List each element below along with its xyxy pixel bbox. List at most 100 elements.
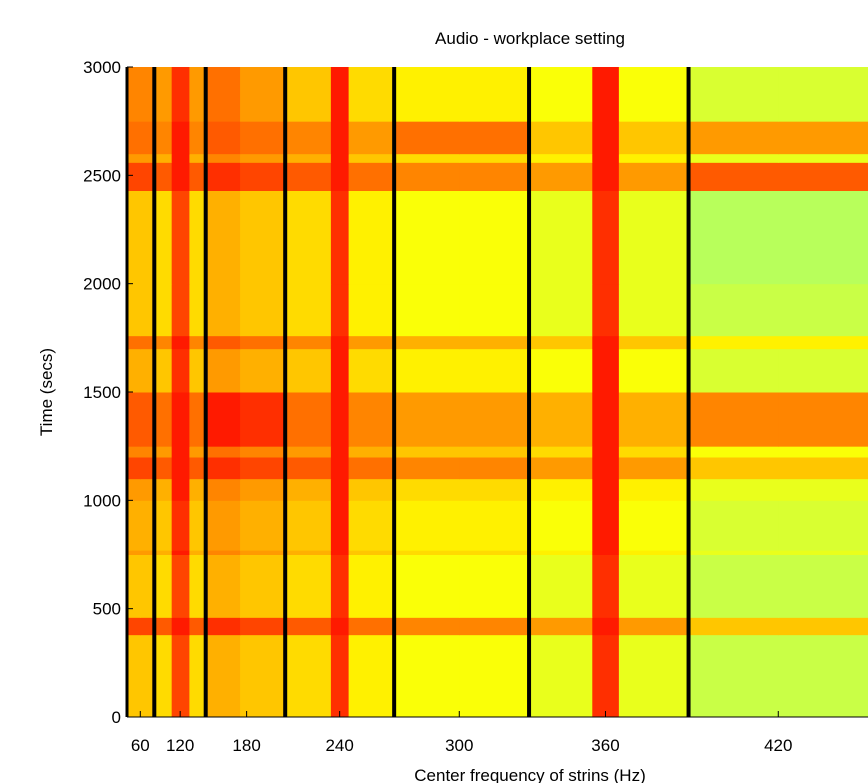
heatmap-cell xyxy=(127,392,141,447)
heatmap-cell xyxy=(394,283,460,337)
heatmap-cell xyxy=(348,348,395,393)
heatmap-cell xyxy=(618,190,690,285)
heatmap-cell xyxy=(592,550,620,555)
heatmap-cell xyxy=(778,634,868,717)
heatmap-cell xyxy=(205,554,241,618)
heatmap-cell xyxy=(394,554,460,618)
heatmap-cell xyxy=(618,153,690,163)
heatmap-cell xyxy=(205,617,241,636)
heatmap-cell xyxy=(205,153,241,163)
heatmap-cell xyxy=(140,550,155,555)
heatmap-cell xyxy=(285,550,332,555)
heatmap-cell xyxy=(154,478,173,501)
heatmap-cell xyxy=(140,121,155,155)
heatmap-cell xyxy=(330,550,350,555)
heatmap-cell xyxy=(330,153,350,163)
heatmap-cell xyxy=(171,335,190,350)
heatmap-cell xyxy=(618,121,690,155)
x-tick-label: 60 xyxy=(131,736,150,755)
heatmap-cell xyxy=(127,283,141,337)
heatmap-cell xyxy=(688,283,779,337)
heatmap-cell xyxy=(618,617,690,636)
heatmap-cell xyxy=(240,478,286,501)
heatmap-cell xyxy=(171,617,190,636)
heatmap-cell xyxy=(529,335,593,350)
heatmap-cell xyxy=(205,190,241,285)
heatmap-cell xyxy=(592,121,620,155)
heatmap-cell xyxy=(240,67,286,122)
heatmap-cell xyxy=(529,190,593,285)
y-tick-label: 1000 xyxy=(83,491,121,510)
heatmap-cell xyxy=(330,67,350,122)
heatmap-cell xyxy=(127,335,141,350)
heatmap-cell xyxy=(592,335,620,350)
heatmap-cell xyxy=(285,554,332,618)
heatmap-cell xyxy=(240,121,286,155)
heatmap-cell xyxy=(529,446,593,458)
heatmap-cell xyxy=(688,335,779,350)
heatmap-cell xyxy=(240,554,286,618)
heatmap-cell xyxy=(618,478,690,501)
heatmap-cell xyxy=(778,392,868,447)
heatmap-cell xyxy=(688,446,779,458)
heatmap-cell xyxy=(592,457,620,480)
heatmap-cell xyxy=(688,153,779,163)
heatmap-cell xyxy=(618,348,690,393)
heatmap-cell xyxy=(688,478,779,501)
heatmap-cell xyxy=(189,348,207,393)
heatmap-cell xyxy=(688,190,779,285)
heatmap-cell xyxy=(330,121,350,155)
heatmap-cell xyxy=(285,617,332,636)
heatmap-cell xyxy=(205,67,241,122)
heatmap-cell xyxy=(529,121,593,155)
heatmap-cell xyxy=(529,348,593,393)
heatmap-cell xyxy=(285,392,332,447)
heatmap-cell xyxy=(348,550,395,555)
heatmap-cell xyxy=(618,550,690,555)
heatmap-cell xyxy=(529,478,593,501)
heatmap-cell xyxy=(154,550,173,555)
heatmap-cell xyxy=(529,283,593,337)
heatmap-cell xyxy=(240,392,286,447)
heatmap-cell xyxy=(459,446,530,458)
heatmap-cell xyxy=(171,550,190,555)
heatmap-cell xyxy=(394,457,460,480)
heatmap-cell xyxy=(205,283,241,337)
heatmap-cell xyxy=(330,617,350,636)
heatmap-cell xyxy=(140,634,155,717)
heatmap-cell xyxy=(459,617,530,636)
heatmap-cell xyxy=(394,550,460,555)
heatmap-cell xyxy=(459,457,530,480)
heatmap-cell xyxy=(592,67,620,122)
x-tick-label: 240 xyxy=(325,736,353,755)
heatmap-cell xyxy=(394,121,460,155)
heatmap-cell xyxy=(688,550,779,555)
heatmap-cell xyxy=(330,554,350,618)
heatmap-cell xyxy=(154,457,173,480)
heatmap-cell xyxy=(189,392,207,447)
heatmap-cell xyxy=(154,348,173,393)
heatmap-cell xyxy=(348,392,395,447)
heatmap-cell xyxy=(618,500,690,551)
heatmap-cell xyxy=(140,67,155,122)
heatmap-cell xyxy=(140,335,155,350)
heatmap-cell xyxy=(348,67,395,122)
x-tick-label: 360 xyxy=(591,736,619,755)
heatmap-cell xyxy=(459,67,530,122)
heatmap-cell xyxy=(127,617,141,636)
heatmap-cell xyxy=(140,283,155,337)
heatmap-cell xyxy=(592,348,620,393)
y-tick-label: 500 xyxy=(93,600,121,619)
heatmap-cell xyxy=(171,348,190,393)
heatmap-cell xyxy=(171,457,190,480)
x-tick-label: 300 xyxy=(445,736,473,755)
heatmap-cell xyxy=(189,162,207,191)
heatmap-cell xyxy=(778,121,868,155)
heatmap-cell xyxy=(154,190,173,285)
heatmap-cell xyxy=(330,283,350,337)
heatmap-cell xyxy=(154,554,173,618)
heatmap-cell xyxy=(127,190,141,285)
heatmap-cell xyxy=(459,478,530,501)
heatmap-cell xyxy=(618,457,690,480)
